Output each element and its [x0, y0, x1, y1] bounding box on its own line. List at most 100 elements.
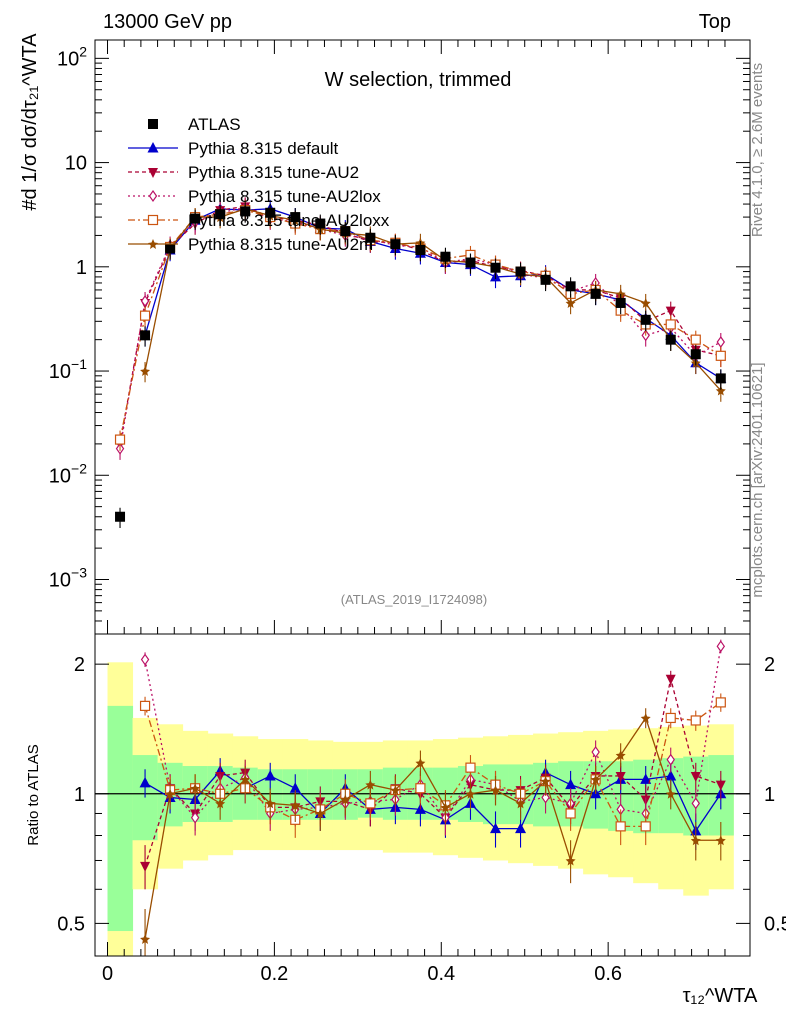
atlas-point — [365, 232, 376, 243]
default-point — [147, 142, 159, 153]
au2m-point — [565, 855, 576, 866]
au2-point — [665, 674, 676, 685]
main-y-tick-label: 1 — [76, 257, 87, 279]
main-y-tick-label: 10−1 — [49, 356, 87, 383]
au2loxx-point — [665, 712, 676, 724]
au2loxx-point — [715, 350, 726, 361]
main-y-axis-title: #d 1/σ dσ/dτ₂₁^WTA — [19, 33, 41, 211]
tick-exponent: −1 — [71, 356, 87, 372]
atlas-point — [115, 511, 126, 522]
default-point — [515, 822, 527, 834]
default-point — [264, 769, 276, 781]
atlas-point — [565, 281, 576, 292]
tick-exponent: −3 — [71, 565, 87, 581]
au2m-point — [665, 788, 676, 799]
au2loxx-point — [365, 798, 376, 809]
au2loxx-point — [565, 808, 576, 819]
ratio-xlabel: τ₁₂^WTA — [683, 985, 758, 1007]
ratio-y-tick-label-right: 0.5 — [764, 913, 786, 935]
au2lox-point — [666, 753, 675, 766]
legend-label-au2lox: Pythia 8.315 tune-AU2lox — [188, 187, 381, 206]
au2loxx-point — [690, 334, 701, 345]
au2m-point — [615, 288, 626, 299]
au2m-line — [144, 716, 721, 940]
tick-base: 10 — [49, 465, 71, 487]
au2m-point — [340, 794, 351, 805]
au2m-point — [715, 835, 726, 846]
main-y-tick-label: 10 — [65, 153, 87, 175]
atlas-point — [315, 218, 326, 229]
default-point — [490, 822, 502, 834]
au2loxx-point — [114, 434, 126, 445]
main-y-tick-label: 102 — [57, 43, 87, 70]
tick-exponent: 2 — [79, 43, 87, 59]
tick-base: 10 — [57, 48, 79, 70]
au2loxx-point — [640, 821, 651, 832]
ratio-x-tick-label: 0.2 — [260, 963, 288, 985]
au2lox-point — [190, 811, 200, 824]
au2-point — [665, 306, 676, 317]
atlas-point — [165, 243, 176, 254]
au2loxx-point — [690, 715, 701, 726]
au2m-point — [640, 712, 651, 723]
au2m-point — [290, 800, 301, 811]
atlas-point — [390, 239, 401, 250]
au2m-point — [140, 366, 151, 377]
main-series-layer — [114, 197, 727, 528]
legend: ATLAS Pythia 8.315 default Pythia 8.315 tu… — [128, 115, 390, 254]
au2lox-line — [144, 646, 722, 819]
rivet-label: Rivet 4.1.0, ≥ 2.6M events — [749, 63, 766, 237]
au2m-point — [140, 933, 151, 944]
ratio-y-tick-label-right: 1 — [764, 784, 775, 806]
au2m-point — [540, 776, 551, 787]
green-band-bin — [107, 705, 134, 932]
au2m-point — [165, 788, 176, 799]
au2-line — [144, 678, 722, 867]
au2m-point — [490, 785, 501, 796]
atlas-point — [490, 262, 501, 273]
atlas-point — [440, 251, 451, 262]
main-ylabel-text: #d 1/σ dσ/dτ₂₁^WTA — [19, 33, 41, 211]
au2m-point — [465, 788, 476, 799]
au2lox-point — [541, 791, 550, 804]
atlas-point — [140, 330, 151, 341]
au2m-point — [215, 798, 226, 809]
au2loxx-point — [415, 783, 426, 794]
au2m-point — [365, 779, 376, 790]
atlas-point — [715, 373, 726, 384]
au2m-point — [565, 297, 576, 308]
tick-base: 10 — [49, 570, 71, 592]
atlas-point — [665, 334, 676, 345]
main-y-tick-label: 10−3 — [49, 565, 87, 592]
ratio-y-tick-label: 2 — [74, 654, 85, 676]
au2m-point — [440, 802, 451, 813]
atlas-point — [690, 349, 701, 360]
au2m-point — [715, 385, 726, 396]
atlas-point — [415, 244, 426, 255]
default-point — [139, 776, 151, 788]
atlas-point — [590, 288, 601, 299]
default-point — [640, 773, 652, 784]
au2-point — [690, 771, 701, 782]
atlas-point — [215, 209, 226, 220]
ratio-y-tick-label: 0.5 — [57, 913, 85, 935]
legend-label-default: Pythia 8.315 default — [188, 139, 339, 158]
au2loxx-point — [147, 214, 159, 226]
atlas-point — [515, 266, 526, 277]
mcplots-label: mcplots.cern.ch [arXiv:2401.10621] — [749, 362, 766, 597]
au2lox-point — [140, 653, 150, 666]
atlas-point — [290, 212, 301, 223]
au2loxx-point — [139, 310, 151, 321]
atlas-point — [640, 314, 651, 325]
analysis-watermark: (ATLAS_2019_I1724098) — [341, 592, 487, 607]
au2-point — [140, 861, 151, 872]
au2m-point — [515, 798, 526, 809]
au2m-point — [315, 808, 326, 819]
default-point — [289, 782, 301, 793]
au2lox-point — [591, 746, 600, 759]
au2m-point — [415, 757, 426, 768]
au2-point — [715, 780, 726, 791]
green-band-bin — [132, 755, 159, 841]
atlas-point — [540, 274, 551, 285]
